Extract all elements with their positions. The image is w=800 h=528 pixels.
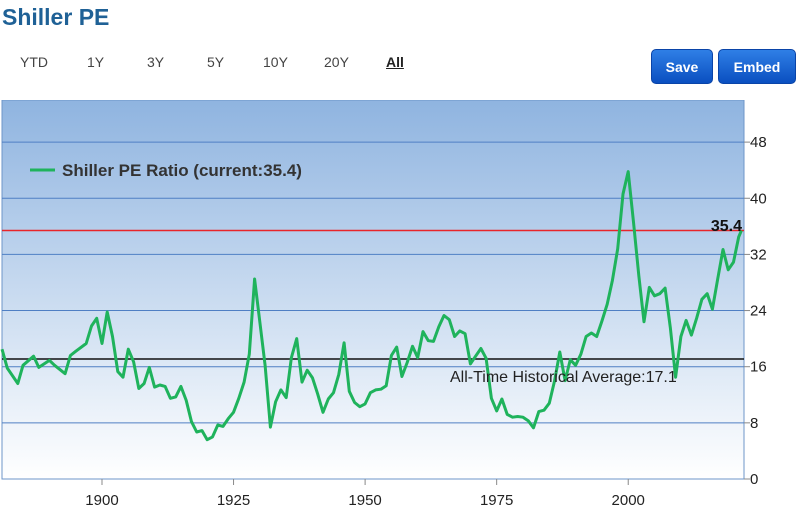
- current-value-label: 35.4: [711, 218, 742, 235]
- series-line-shiller-pe: [0, 170, 743, 442]
- legend-label: Shiller PE Ratio (current:35.4): [62, 161, 302, 180]
- y-tick-label: 24: [750, 303, 767, 320]
- range-tab-5y[interactable]: 5Y: [207, 54, 225, 70]
- y-tick-label: 0: [750, 471, 758, 488]
- x-tick-label: 2000: [612, 492, 645, 509]
- plot-area: [1, 100, 745, 480]
- x-tick-label: 1950: [348, 492, 381, 509]
- y-tick-label: 40: [750, 190, 767, 207]
- range-tab-10y[interactable]: 10Y: [263, 54, 288, 70]
- range-tab-ytd[interactable]: YTD: [20, 54, 48, 70]
- x-tick-label: 1925: [217, 492, 250, 509]
- save-button[interactable]: Save: [651, 49, 713, 84]
- range-tab-20y[interactable]: 20Y: [324, 54, 349, 70]
- x-tick-label: 1975: [480, 492, 513, 509]
- y-tick-label: 32: [750, 246, 767, 263]
- x-axis-ticks: 1900 1925 1950 1975 2000: [85, 479, 645, 509]
- legend: Shiller PE Ratio (current:35.4): [30, 161, 302, 180]
- embed-button[interactable]: Embed: [718, 49, 796, 84]
- shiller-pe-chart: 1900 1925 1950 1975 2000 0 8 16 24 32 40 48 Shille…: [0, 100, 767, 509]
- average-line-label: All-Time Historical Average:17.1: [450, 369, 677, 386]
- y-axis-ticks: 0 8 16 24 32 40 48: [744, 134, 767, 488]
- y-tick-label: 48: [750, 134, 767, 151]
- y-tick-label: 16: [750, 359, 767, 376]
- range-selector: YTD 1Y 3Y 5Y 10Y 20Y All: [0, 54, 430, 74]
- range-tab-1y[interactable]: 1Y: [87, 54, 105, 70]
- range-tab-3y[interactable]: 3Y: [147, 54, 165, 70]
- range-tab-all[interactable]: All: [386, 54, 404, 70]
- page-title: Shiller PE: [2, 4, 110, 30]
- y-tick-label: 8: [750, 415, 758, 432]
- x-tick-label: 1900: [85, 492, 118, 509]
